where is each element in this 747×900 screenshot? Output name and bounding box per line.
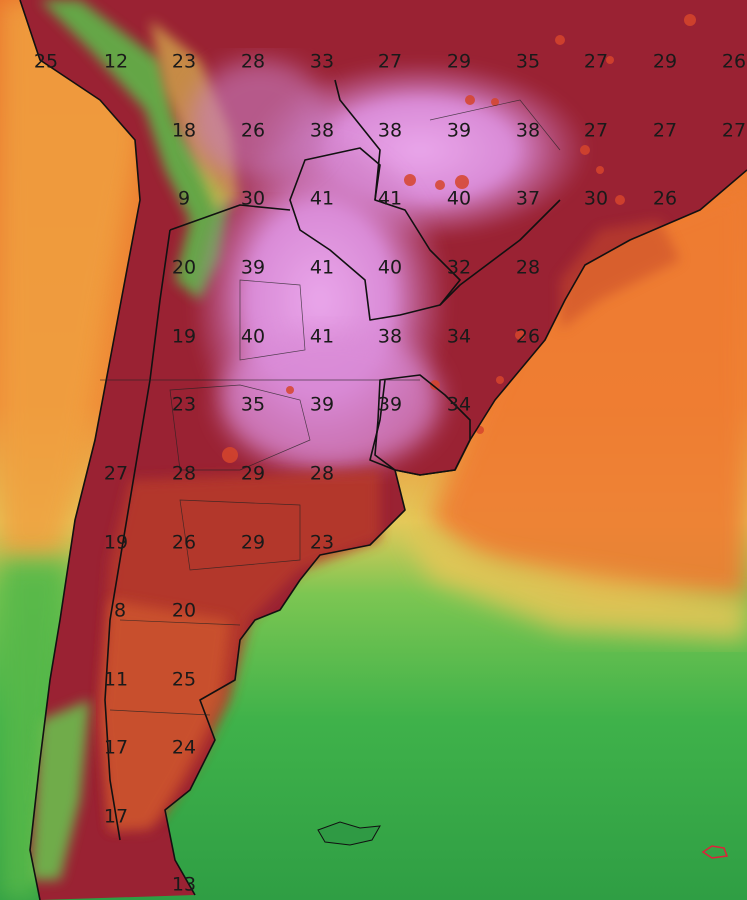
temp-label: 28 [241, 51, 265, 73]
temp-label: 9 [178, 188, 190, 210]
temp-label: 29 [241, 532, 265, 554]
temp-label: 26 [172, 532, 196, 554]
temp-label: 20 [172, 600, 196, 622]
temp-label: 38 [378, 120, 402, 142]
temp-label: 41 [310, 326, 334, 348]
temp-label: 39 [241, 257, 265, 279]
atlantic-yellow-band [400, 520, 747, 640]
temp-label: 34 [447, 326, 471, 348]
temp-label: 38 [310, 120, 334, 142]
pacific-cool-band [0, 560, 70, 900]
temp-label: 40 [378, 257, 402, 279]
temp-label: 19 [104, 532, 128, 554]
temp-label: 20 [172, 257, 196, 279]
temp-label: 27 [104, 463, 128, 485]
temp-label: 18 [172, 120, 196, 142]
temp-label: 29 [447, 51, 471, 73]
temp-label: 38 [378, 326, 402, 348]
temp-label: 13 [172, 874, 196, 896]
temp-label: 34 [447, 394, 471, 416]
temp-label: 27 [378, 51, 402, 73]
temp-label: 28 [516, 257, 540, 279]
hot-spots [222, 14, 696, 463]
temp-label: 19 [172, 326, 196, 348]
temp-label: 25 [172, 669, 196, 691]
temp-label: 23 [172, 394, 196, 416]
borders [19, 0, 747, 900]
temp-label: 39 [447, 120, 471, 142]
temp-label: 11 [104, 669, 128, 691]
patagonia-orange [100, 600, 230, 830]
temperature-labels: 25 12 23 28 33 27 29 35 27 29 26 18 26 3… [34, 51, 746, 896]
temp-label: 40 [447, 188, 471, 210]
temp-label: 27 [653, 120, 677, 142]
temp-label: 39 [378, 394, 402, 416]
temp-label: 28 [310, 463, 334, 485]
temp-label: 37 [516, 188, 540, 210]
temp-label: 24 [172, 737, 196, 759]
temp-label: 30 [584, 188, 608, 210]
temp-label: 17 [104, 737, 128, 759]
patagonia-south-green [30, 700, 90, 880]
temp-label: 12 [104, 51, 128, 73]
atlantic-warm-band [430, 180, 747, 600]
temp-label: 41 [310, 188, 334, 210]
temp-label: 8 [114, 600, 126, 622]
pacific-warm-band [0, 0, 140, 560]
temp-label: 40 [241, 326, 265, 348]
temp-label: 41 [378, 188, 402, 210]
map-marker-outline [701, 845, 729, 859]
temp-label: 29 [653, 51, 677, 73]
temp-label: 26 [653, 188, 677, 210]
temp-label: 35 [516, 51, 540, 73]
temp-label: 27 [584, 120, 608, 142]
temp-label: 23 [310, 532, 334, 554]
temp-label: 27 [722, 120, 746, 142]
temp-label: 32 [447, 257, 471, 279]
temp-label: 27 [584, 51, 608, 73]
temp-label: 26 [516, 326, 540, 348]
temp-label: 29 [241, 463, 265, 485]
coastal-glow [560, 220, 680, 330]
temp-label: 39 [310, 394, 334, 416]
temp-label: 26 [241, 120, 265, 142]
heat-core-west [190, 60, 330, 180]
temp-label: 30 [241, 188, 265, 210]
temp-label: 38 [516, 120, 540, 142]
temp-label: 23 [172, 51, 196, 73]
temp-label: 17 [104, 806, 128, 828]
temp-label: 26 [722, 51, 746, 73]
heat-core-pampas [220, 330, 440, 470]
temp-label: 33 [310, 51, 334, 73]
temp-label: 35 [241, 394, 265, 416]
temp-label: 41 [310, 257, 334, 279]
temp-label: 28 [172, 463, 196, 485]
temp-label: 25 [34, 51, 58, 73]
falkland-islands [317, 821, 381, 846]
